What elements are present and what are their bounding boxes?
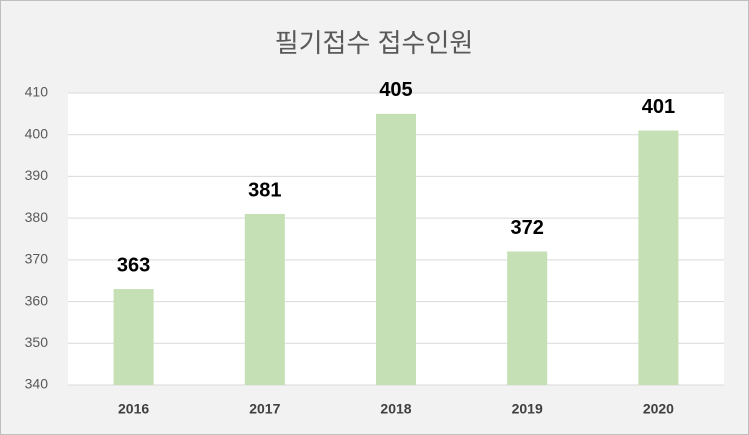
x-tick-label: 2018 <box>380 401 411 417</box>
bar <box>638 130 679 385</box>
bar <box>244 213 285 385</box>
bar <box>113 289 154 385</box>
y-tick-label: 370 <box>25 251 49 267</box>
chart-title: 필기접수 접수인원 <box>275 28 474 58</box>
y-tick-label: 400 <box>25 125 49 141</box>
y-tick-label: 360 <box>25 292 49 308</box>
x-tick-label: 2020 <box>643 401 674 417</box>
y-tick-label: 390 <box>25 167 49 183</box>
y-tick-label: 340 <box>25 376 49 392</box>
x-tick-label: 2016 <box>118 401 149 417</box>
data-label: 381 <box>248 179 281 201</box>
data-label: 372 <box>511 217 544 239</box>
bar <box>376 113 416 385</box>
y-tick-label: 410 <box>25 84 49 100</box>
data-label: 401 <box>642 96 675 118</box>
y-tick-label: 380 <box>25 209 49 225</box>
y-tick-label: 350 <box>25 334 49 350</box>
data-label: 405 <box>379 79 412 101</box>
data-label: 363 <box>117 254 150 276</box>
bar <box>507 251 548 385</box>
x-tick-label: 2017 <box>249 401 280 417</box>
x-tick-label: 2019 <box>512 401 543 417</box>
